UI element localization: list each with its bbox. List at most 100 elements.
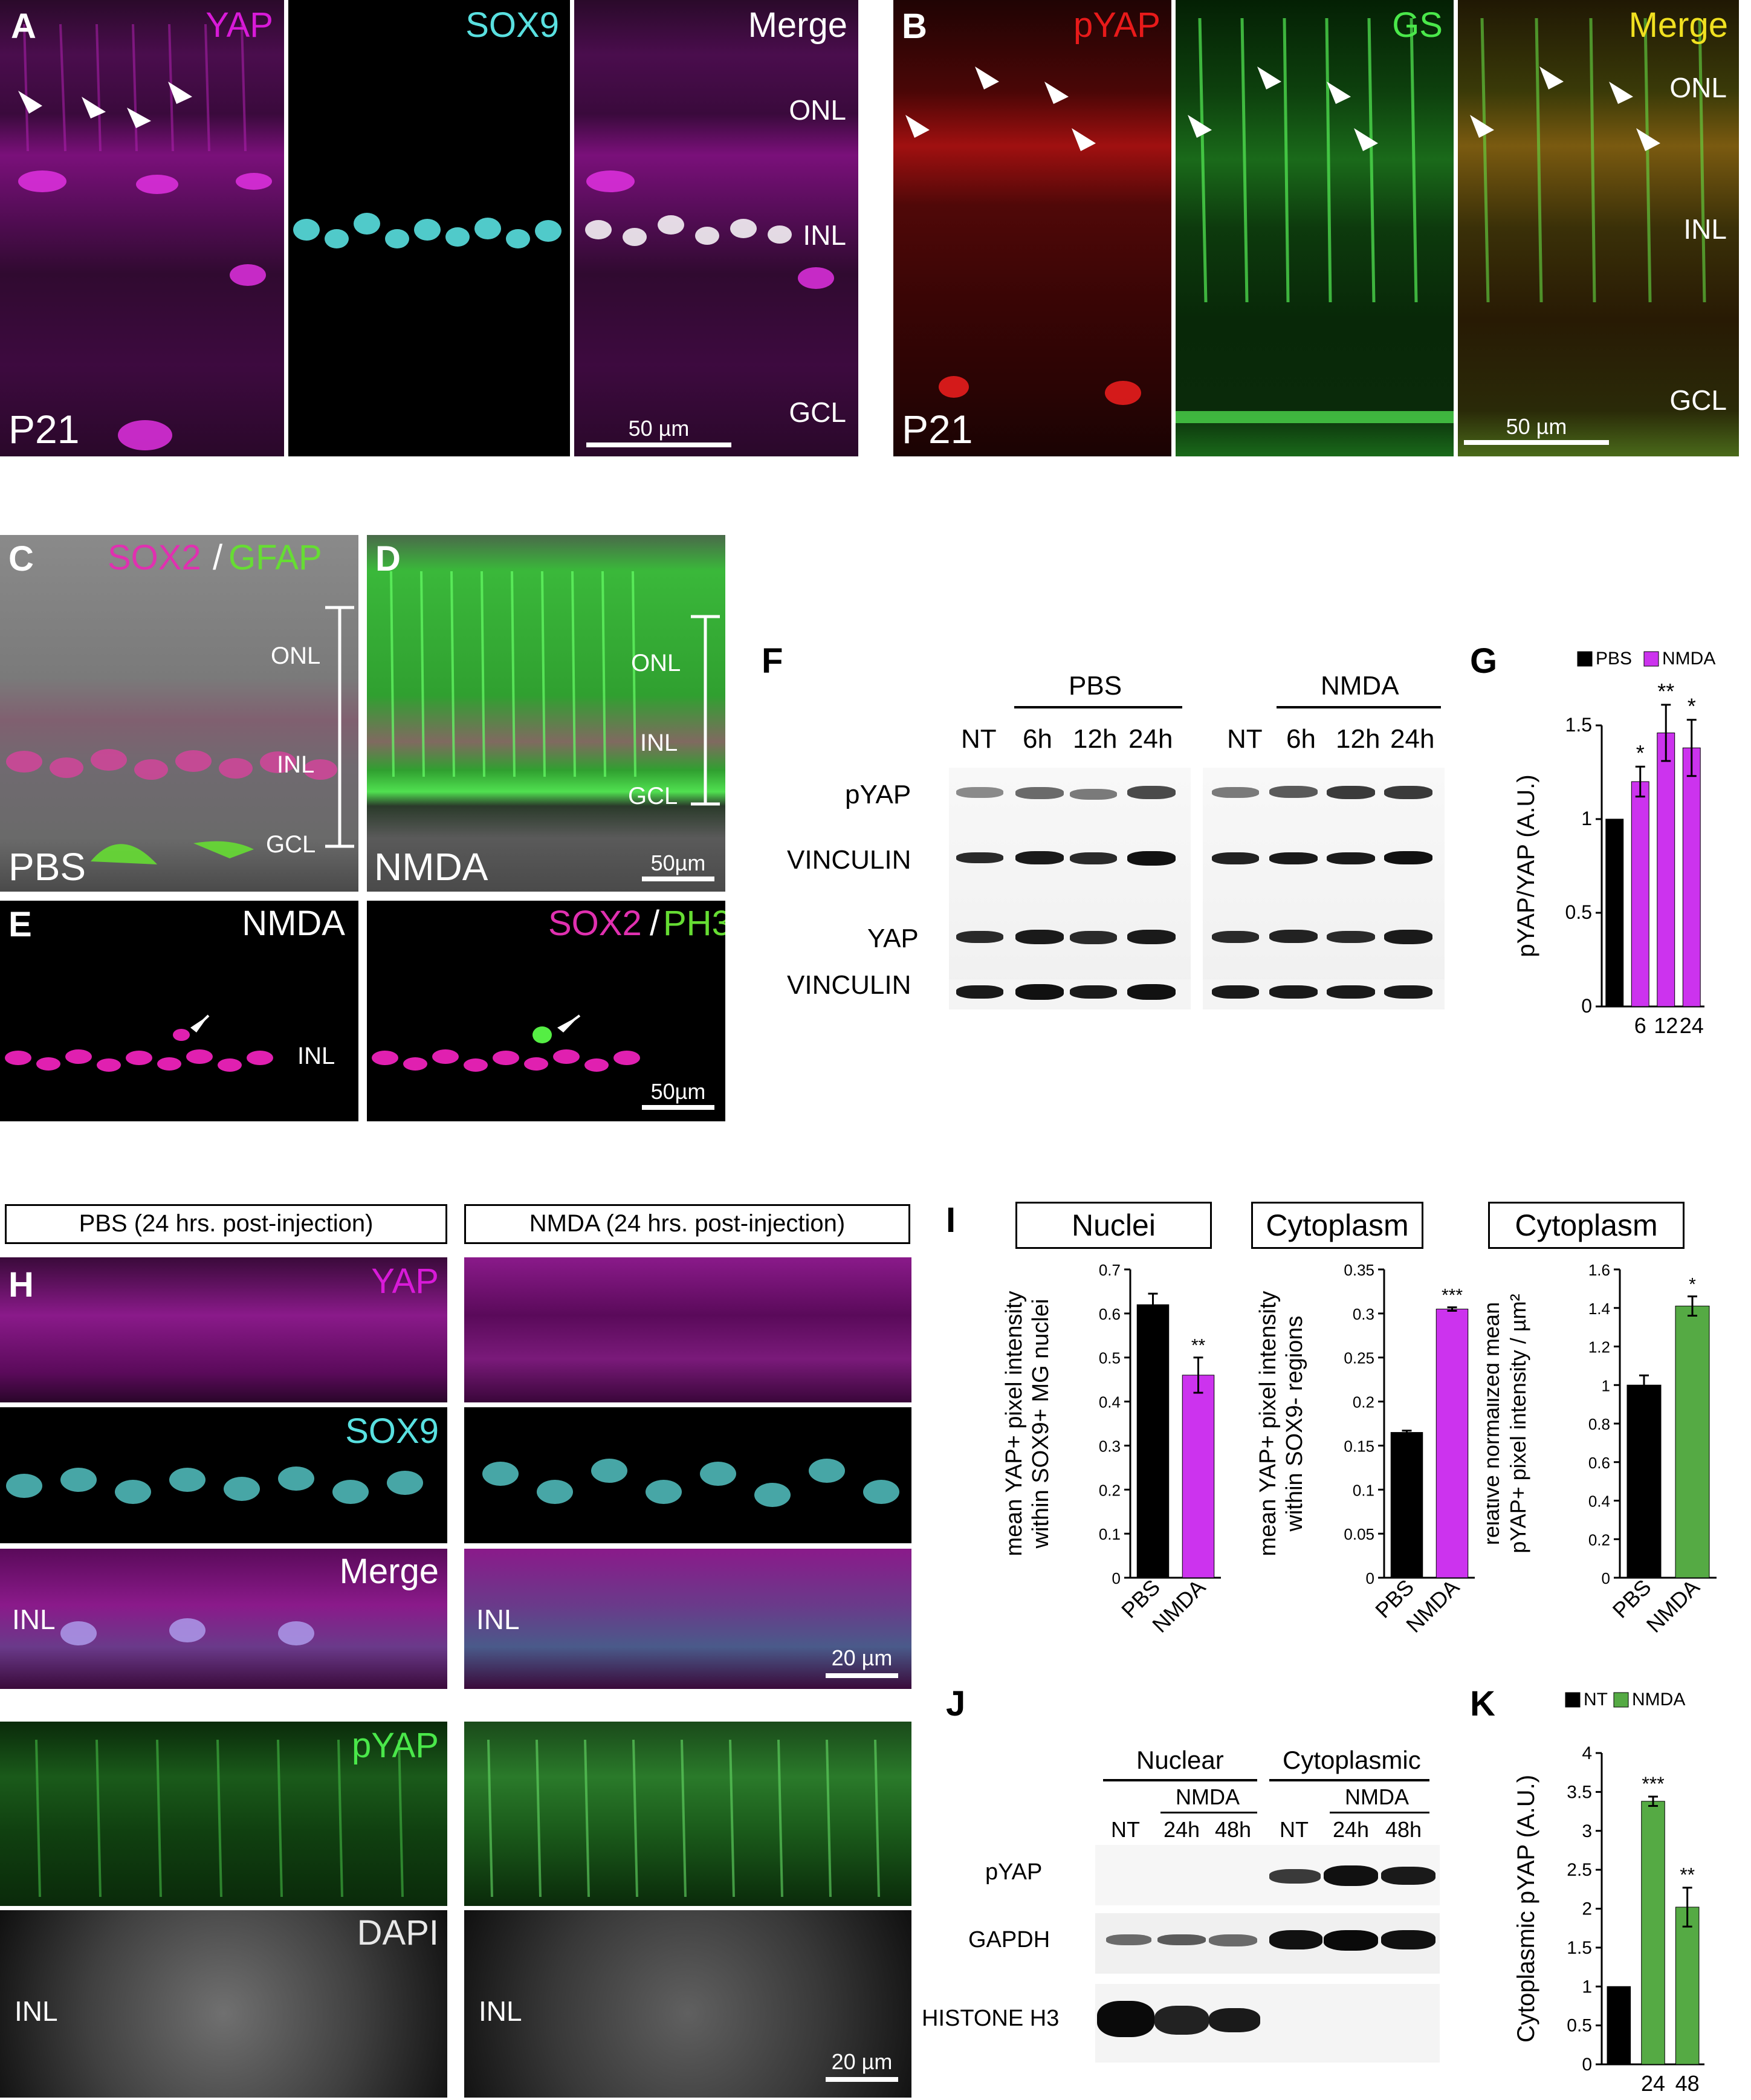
panel-j-subgroup-line-1 xyxy=(1160,1812,1257,1813)
legend-label: PBS xyxy=(1596,649,1632,669)
panel-j-band xyxy=(1157,1934,1206,1945)
y-axis-label: within SOX9- regions xyxy=(1282,1316,1307,1532)
panel-j-row-gapdh: GAPDH xyxy=(968,1927,1050,1953)
panel-j-band xyxy=(1209,2008,1260,2032)
y-tick-label: 0 xyxy=(1581,995,1592,1017)
chart-i3: 0 0.2 0.4 0.6 0.8 1 1.2 1.4 1.6 relative normaliz… xyxy=(1487,1261,1717,1638)
bar xyxy=(1435,1309,1469,1578)
legend-label: NT xyxy=(1584,1690,1608,1709)
panel-c-title-sep: / xyxy=(213,538,223,577)
panel-f-band xyxy=(1269,930,1318,943)
panel-h-letter: H xyxy=(8,1265,34,1304)
panel-f-band xyxy=(1015,851,1064,864)
panel-j-band xyxy=(1381,1930,1435,1949)
panel-j-band xyxy=(1324,1930,1378,1951)
panel-h-nmda-dapi-scale-bar xyxy=(826,2077,898,2082)
x-tick-label: NMDA xyxy=(1147,1575,1210,1638)
panel-f-row-vinculin-1: VINCULIN xyxy=(787,845,911,875)
panel-a-merge-image: Merge ONL INL GCL 50 µm xyxy=(574,0,858,456)
bar xyxy=(1675,1306,1710,1578)
panel-f-band xyxy=(956,931,1003,943)
chart-i1: 0 0.1 0.2 0.3 0.4 0.5 0.6 0.7 mean YAP+ pixel in… xyxy=(1002,1261,1221,1638)
chart-g: 0 0.5 1 1.5 pYAP/YAP (A.U.) * 6 ** 12 * 24 PBS NMDA xyxy=(1513,649,1715,1038)
significance-label: *** xyxy=(1442,1286,1463,1306)
panel-f-band xyxy=(1384,786,1432,799)
panel-f-band xyxy=(1269,786,1318,798)
panel-f-lane-4: 24h xyxy=(1128,724,1173,754)
panel-f-band xyxy=(1127,786,1176,799)
legend-swatch xyxy=(1565,1692,1581,1708)
panel-f-band xyxy=(1070,931,1117,944)
panel-c-inl-label: INL xyxy=(277,751,315,778)
y-tick-label: 0.2 xyxy=(1588,1531,1610,1549)
panel-e-image-right: SOX2 / PH3 50µm xyxy=(367,901,725,1121)
panel-a-merge-texture xyxy=(585,170,834,289)
panel-h-nmda-scale-bar xyxy=(826,1673,898,1678)
panel-b-age-label: P21 xyxy=(902,407,973,452)
y-tick-label: 0.3 xyxy=(1353,1305,1374,1323)
y-tick-label: 0.5 xyxy=(1099,1349,1121,1367)
y-axis-label: pYAP/YAP (A.U.) xyxy=(1513,774,1539,957)
y-tick-label: 3 xyxy=(1582,1821,1592,1841)
x-tick-label: NMDA xyxy=(1401,1575,1464,1638)
y-tick-label: 0.3 xyxy=(1099,1437,1121,1455)
panel-f-band xyxy=(1384,851,1432,864)
y-tick-label: 0.1 xyxy=(1099,1525,1121,1543)
panel-f-group-pbs-line xyxy=(1014,706,1182,708)
panel-h-header-nmda: NMDA (24 hrs. post-injection) xyxy=(464,1204,910,1244)
legend-swatch xyxy=(1643,651,1659,667)
panel-a-sox9-image: SOX9 xyxy=(288,0,570,456)
panel-f-band xyxy=(1070,789,1117,800)
y-axis-label: within SOX9+ MG nuclei xyxy=(1028,1299,1054,1549)
panel-h-pbs-dapi: DAPI INL xyxy=(0,1910,447,2098)
panel-f-band xyxy=(1070,852,1117,864)
panel-f-band xyxy=(1327,852,1375,864)
bar xyxy=(1657,732,1675,1007)
y-tick-label: 0.6 xyxy=(1099,1305,1121,1323)
panel-j-lane-1: NT xyxy=(1111,1817,1140,1842)
panel-f-group-nmda-line xyxy=(1277,706,1441,708)
y-axis-label: Cytoplasmic pYAP (A.U.) xyxy=(1513,1775,1539,2043)
panel-f-band xyxy=(1327,985,1375,999)
bar xyxy=(1626,1384,1662,1578)
y-tick-label: 0.2 xyxy=(1353,1393,1374,1411)
panel-f-lane-2: 6h xyxy=(1023,724,1052,754)
y-tick-label: 0.15 xyxy=(1344,1437,1374,1455)
panel-j-band xyxy=(1106,1934,1151,1945)
panel-h-nmda-yap xyxy=(464,1257,911,1402)
panel-b-pyap-texture xyxy=(905,66,1141,405)
panel-f-band xyxy=(1212,852,1259,864)
panel-j-lane-4: NT xyxy=(1280,1817,1309,1842)
panel-a-sox9-label: SOX9 xyxy=(465,5,559,45)
panel-h-nmda-sox9-texture xyxy=(482,1459,899,1507)
panel-h-nmda-pyap-texture xyxy=(487,1739,880,1897)
panel-j-subgroup-nmda-2: NMDA xyxy=(1345,1784,1409,1809)
panel-d-texture xyxy=(390,571,720,806)
panel-d-condition-label: NMDA xyxy=(374,845,488,889)
chart-i2: 0 0.05 0.1 0.15 0.2 0.25 0.3 0.35 mean YAP+ pixe… xyxy=(1255,1261,1475,1638)
bar xyxy=(1182,1375,1215,1578)
panel-f-band xyxy=(1127,930,1176,944)
y-tick-label: 0.35 xyxy=(1344,1261,1374,1279)
panel-e-condition-label: NMDA xyxy=(242,904,345,943)
panel-f-band xyxy=(1212,931,1259,943)
y-tick-label: 1.6 xyxy=(1588,1261,1610,1279)
panel-j-row-pyap: pYAP xyxy=(985,1859,1043,1885)
panel-e-scale-label: 50µm xyxy=(650,1079,706,1104)
panel-h-pbs-inl-label: INL xyxy=(12,1604,56,1635)
significance-label: * xyxy=(1688,694,1696,719)
panel-b-merge-label: Merge xyxy=(1628,5,1728,45)
panel-h-pbs-pyap: pYAP xyxy=(0,1722,447,1906)
panel-h-pbs-sox9: SOX9 xyxy=(0,1407,447,1543)
panel-a-yap-image: A YAP P21 xyxy=(0,0,284,456)
panel-c-letter: C xyxy=(8,539,34,578)
panel-a-inl-label: INL xyxy=(803,219,846,251)
panel-g-letter: G xyxy=(1470,641,1498,681)
panel-b-gs-image: GS xyxy=(1176,0,1454,456)
y-tick-label: 0.2 xyxy=(1099,1481,1121,1499)
panel-f-band xyxy=(1212,787,1259,798)
y-tick-label: 0 xyxy=(1582,2055,1592,2075)
bar xyxy=(1631,781,1649,1007)
panel-i-header-nuclei: Nuclei xyxy=(1015,1202,1212,1249)
y-tick-label: 1.4 xyxy=(1588,1300,1610,1318)
